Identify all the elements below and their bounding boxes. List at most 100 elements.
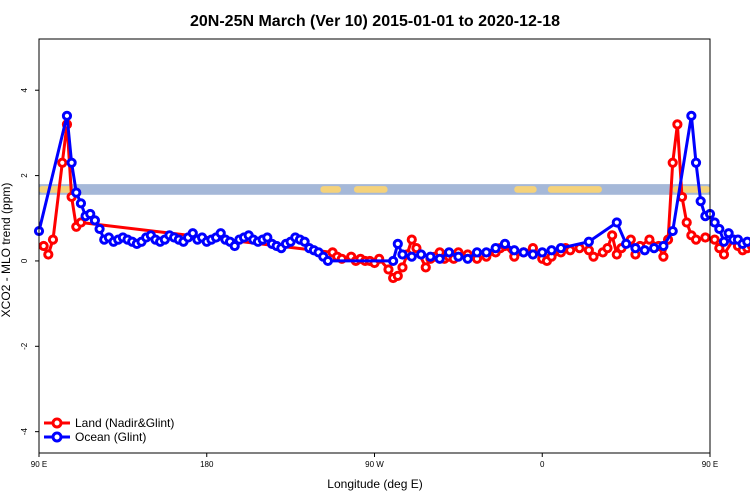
y-axis: -4 -2 0 2 4 — [20, 87, 39, 435]
data-point — [690, 234, 702, 245]
data-point — [392, 270, 403, 281]
data-point — [215, 228, 226, 239]
data-point — [481, 247, 492, 258]
data-point — [695, 196, 706, 207]
data-point — [644, 234, 655, 245]
data-point — [94, 223, 105, 235]
land-patch — [320, 186, 341, 193]
data-point — [686, 110, 697, 121]
x-tick-label: 90 W — [365, 460, 384, 469]
data-point — [672, 119, 683, 130]
data-point — [406, 251, 417, 262]
x-axis: 90 E 180 90 W 0 90 E — [31, 453, 718, 469]
y-tick-label: -2 — [20, 342, 29, 350]
data-point — [583, 236, 594, 247]
data-point — [406, 234, 417, 245]
data-point — [709, 217, 720, 228]
data-point — [388, 255, 399, 267]
y-tick-label: 0 — [20, 258, 29, 263]
y-axis-label: XCO2 - MLO trend (ppm) — [0, 183, 13, 318]
data-point — [630, 243, 641, 254]
data-point — [75, 217, 87, 228]
data-point — [47, 234, 59, 245]
data-point — [187, 228, 198, 239]
data-point — [85, 208, 96, 220]
data-point — [714, 223, 725, 235]
land-patch — [547, 186, 602, 193]
data-point — [527, 249, 539, 260]
legend-label-ocean: Ocean (Glint) — [75, 430, 146, 444]
chart-title: 20N-25N March (Ver 10) 2015-01-01 to 202… — [190, 13, 560, 30]
x-tick-label: 0 — [540, 460, 545, 469]
data-point — [648, 243, 660, 254]
data-point — [415, 249, 427, 260]
data-point — [71, 187, 82, 198]
data-point — [57, 157, 68, 168]
data-point — [229, 240, 240, 252]
data-point — [471, 247, 483, 258]
land-ocean-band — [39, 184, 710, 195]
land-patch — [514, 186, 537, 193]
data-point — [425, 251, 436, 262]
data-point — [411, 243, 422, 254]
x-tick-label: 90 E — [31, 460, 47, 469]
data-point — [43, 249, 54, 260]
land-patch — [39, 186, 73, 193]
data-point — [658, 251, 669, 262]
data-point — [714, 243, 725, 254]
x-axis-label: Longitude (deg E) — [327, 477, 422, 491]
data-point — [546, 245, 557, 256]
x-tick-label: 180 — [200, 460, 214, 469]
data-point — [61, 110, 73, 121]
data-point — [397, 249, 408, 260]
data-point — [611, 249, 622, 260]
data-point — [742, 236, 750, 247]
data-point — [667, 225, 678, 237]
legend: Land (Nadir&Glint) Ocean (Glint) — [44, 416, 174, 444]
data-point — [38, 240, 49, 252]
data-point — [718, 236, 730, 247]
data-point — [322, 255, 334, 267]
data-point — [588, 251, 599, 262]
legend-marker-land — [51, 417, 63, 429]
data-point — [537, 247, 548, 258]
data-point — [709, 234, 720, 245]
data-point — [453, 251, 464, 262]
land-patch — [353, 186, 388, 193]
data-point — [700, 232, 711, 243]
legend-marker-ocean — [51, 431, 63, 443]
legend-label-land: Land (Nadir&Glint) — [75, 416, 174, 430]
data-point — [434, 253, 445, 264]
data-point — [397, 262, 408, 273]
data-point — [443, 247, 455, 258]
data-point — [75, 198, 87, 209]
data-point — [718, 249, 730, 260]
data-point — [299, 236, 310, 247]
data-point — [89, 215, 101, 226]
data-point — [518, 247, 529, 258]
data-point — [383, 264, 394, 275]
data-point — [499, 238, 511, 249]
x-tick-label: 90 E — [702, 460, 718, 469]
data-point — [462, 253, 473, 264]
y-tick-label: 2 — [20, 173, 29, 178]
data-point — [639, 245, 650, 256]
data-point — [723, 228, 734, 239]
data-point — [602, 243, 613, 254]
data-point — [509, 245, 520, 256]
data-point — [66, 157, 77, 168]
data-point — [490, 243, 501, 254]
data-point — [420, 262, 431, 273]
y-tick-label: 4 — [20, 87, 29, 92]
data-point — [611, 217, 622, 228]
data-point — [262, 232, 273, 243]
series-layer — [33, 110, 750, 284]
data-point — [607, 230, 618, 241]
data-point — [392, 238, 403, 249]
data-point — [690, 157, 702, 168]
data-point — [658, 240, 669, 252]
data-point — [667, 157, 678, 168]
y-tick-label: -4 — [20, 428, 29, 436]
data-point — [681, 217, 692, 228]
